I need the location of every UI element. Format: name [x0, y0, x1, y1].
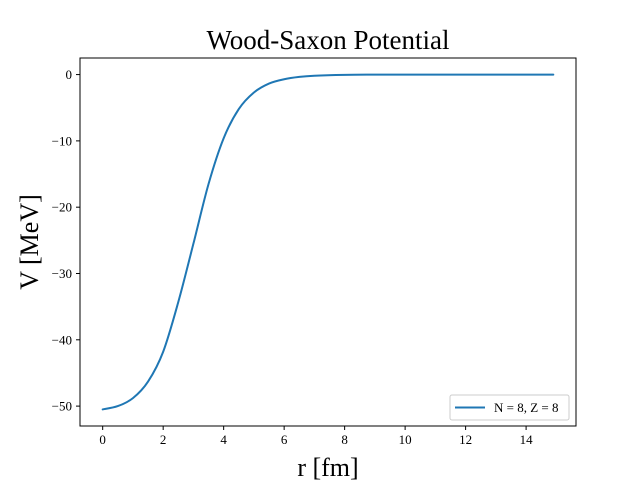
x-tick-label: 0	[99, 432, 106, 447]
plot-frame	[79, 57, 577, 427]
legend-box	[449, 394, 570, 421]
series-line	[101, 73, 555, 411]
x-tick-label: 14	[520, 432, 534, 447]
y-axis-label: V [MeV]	[15, 194, 44, 290]
plot-area	[79, 57, 577, 427]
x-tick-label: 6	[281, 432, 288, 447]
legend: N = 8, Z = 8	[449, 394, 570, 421]
x-tick-label: 10	[399, 432, 412, 447]
x-axis-ticks: 0 2 4 6 8 10 12 14	[99, 426, 533, 447]
series-layer	[101, 73, 555, 411]
x-tick-label: 2	[160, 432, 167, 447]
y-tick-label: −30	[52, 266, 72, 281]
legend-series-label: N = 8, Z = 8	[494, 400, 559, 415]
x-tick-label: 12	[459, 432, 472, 447]
y-tick-label: −10	[52, 133, 72, 148]
y-tick-label: 0	[66, 67, 73, 82]
chart-title: Wood-Saxon Potential	[206, 25, 449, 55]
x-axis-label: r [fm]	[297, 453, 358, 480]
y-tick-label: −20	[52, 200, 72, 215]
x-tick-label: 8	[341, 432, 348, 447]
x-tick-label: 4	[220, 432, 227, 447]
y-tick-label: −50	[52, 399, 72, 414]
y-tick-label: −40	[52, 332, 72, 347]
y-axis-ticks: 0 −10 −20 −30 −40 −50	[52, 67, 80, 414]
